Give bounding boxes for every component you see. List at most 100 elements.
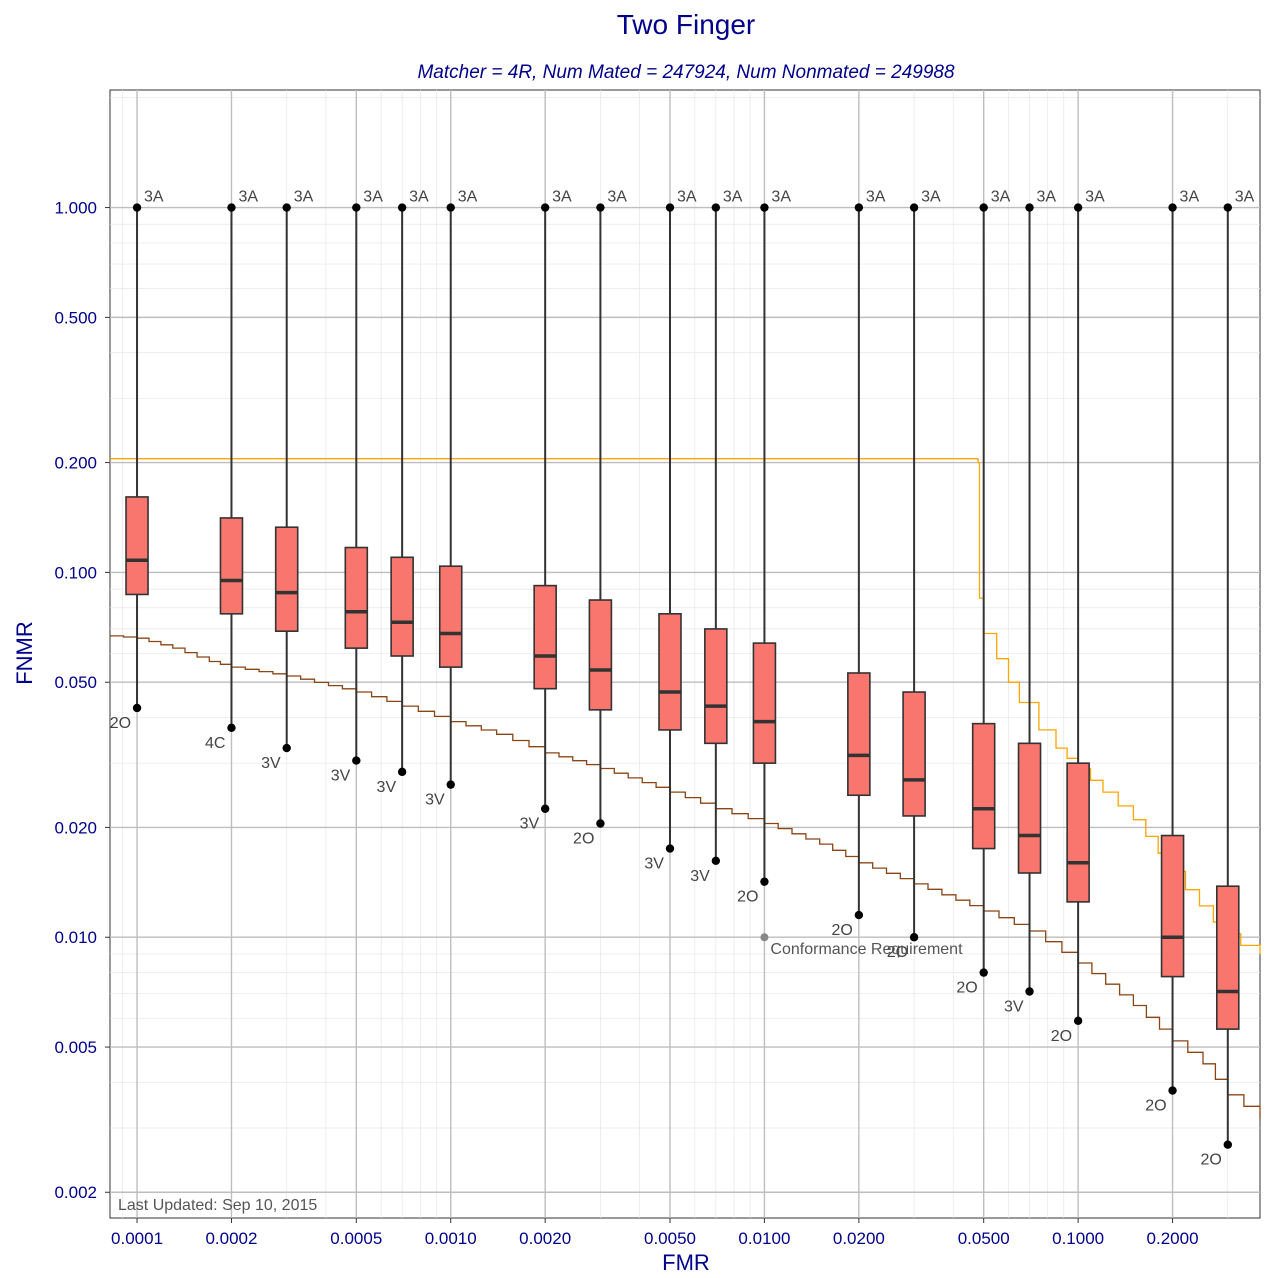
max-point [1223,203,1232,212]
max-point [760,203,769,212]
x-tick-label: 0.1000 [1052,1229,1104,1248]
min-point [979,968,988,977]
min-point [711,856,721,865]
min-point [132,703,142,713]
y-tick-label: 1.000 [54,199,97,218]
max-label: 3A [771,189,791,206]
max-label: 3A [991,189,1011,206]
max-point [979,203,988,212]
max-label: 3A [238,189,258,206]
axis-ticks: 0.0001 0.0002 0.0005 0.0010 0.0020 0.0050 0.01… [54,199,1198,1248]
box [658,613,682,731]
box [125,496,149,596]
min-label: 2O [737,889,758,906]
min-point [665,844,675,853]
box [344,546,369,649]
min-point [227,723,236,733]
max-point [446,203,455,212]
y-tick-label: 0.050 [54,673,97,692]
y-tick-label: 0.002 [54,1183,97,1202]
min-point [397,767,407,777]
min-label: 2O [887,944,908,961]
max-label: 3A [921,189,941,206]
y-tick-label: 0.500 [54,308,97,327]
x-tick-label: 0.2000 [1147,1229,1199,1248]
box [902,691,926,817]
max-label: 3A [1180,189,1200,206]
y-tick-label: 0.100 [54,563,97,582]
min-point [540,804,550,813]
min-point [282,743,291,753]
max-point [909,203,919,212]
min-label: 3V [690,868,710,885]
max-point [665,203,675,212]
max-label: 3A [866,189,886,206]
chart-subtitle: Matcher = 4R, Num Mated = 247924, Num No… [417,62,954,83]
max-point [1073,203,1083,212]
requirement-label: Conformance Requirement [770,941,963,958]
y-tick-label: 0.010 [54,928,97,947]
min-label: 3V [1004,999,1024,1016]
max-point [1168,203,1177,212]
max-label: 3A [409,189,429,206]
min-point [1025,987,1034,996]
max-label: 3A [723,189,743,206]
max-label: 3A [363,189,383,206]
min-point [596,819,605,828]
min-label: 2O [1145,1098,1166,1115]
min-point [352,756,361,765]
min-point [1168,1086,1177,1095]
box [1160,834,1185,978]
max-point [540,203,550,212]
x-tick-label: 0.0010 [425,1229,477,1248]
max-label: 3A [607,189,627,206]
min-label: 2O [956,980,977,997]
box [1066,762,1090,903]
max-point [227,203,236,212]
min-label: 2O [573,830,594,847]
min-label: 3V [377,779,397,796]
min-label: 2O [1200,1152,1221,1169]
min-label: 3V [331,768,351,785]
conformance-requirement: Conformance Requirement [760,933,963,958]
last-updated-note: Last Updated: Sep 10, 2015 [118,1197,317,1214]
max-point [282,203,291,212]
box [1017,742,1042,874]
box [533,584,557,690]
min-point [854,910,864,920]
box [971,722,996,850]
box [390,556,414,657]
chart-title: Two Finger [617,9,756,40]
x-tick-label: 0.0050 [644,1229,696,1248]
max-point [352,203,361,212]
x-tick-label: 0.0200 [833,1229,885,1248]
max-label: 3A [144,189,164,206]
x-tick-label: 0.0500 [958,1229,1010,1248]
min-label: 3V [520,816,540,833]
box [588,599,613,711]
max-label: 3A [458,189,478,206]
box-plots: 3A 2O 3A 4C 3A 3V 3A 3V 3A 3V 3A 3V 3A 3V 3A 2O 3A 3V 3A 3V… [110,189,1255,1169]
min-point [909,933,919,942]
min-point [760,877,769,886]
box [752,642,777,764]
y-axis-label: FNMR [12,621,37,685]
box [704,628,728,745]
min-label: 4C [205,735,225,752]
y-tick-label: 0.005 [54,1038,97,1057]
box [219,517,244,615]
box [847,672,871,797]
x-tick-label: 0.0001 [111,1229,163,1248]
max-point [132,203,142,212]
box [1215,885,1240,1030]
max-label: 3A [1235,189,1255,206]
min-label: 3V [644,856,664,873]
max-label: 3A [677,189,697,206]
min-point [446,780,455,789]
x-tick-label: 0.0005 [330,1229,382,1248]
min-label: 2O [110,715,131,732]
x-tick-label: 0.0020 [519,1229,571,1248]
min-label: 2O [832,922,853,939]
x-tick-label: 0.0002 [205,1229,257,1248]
